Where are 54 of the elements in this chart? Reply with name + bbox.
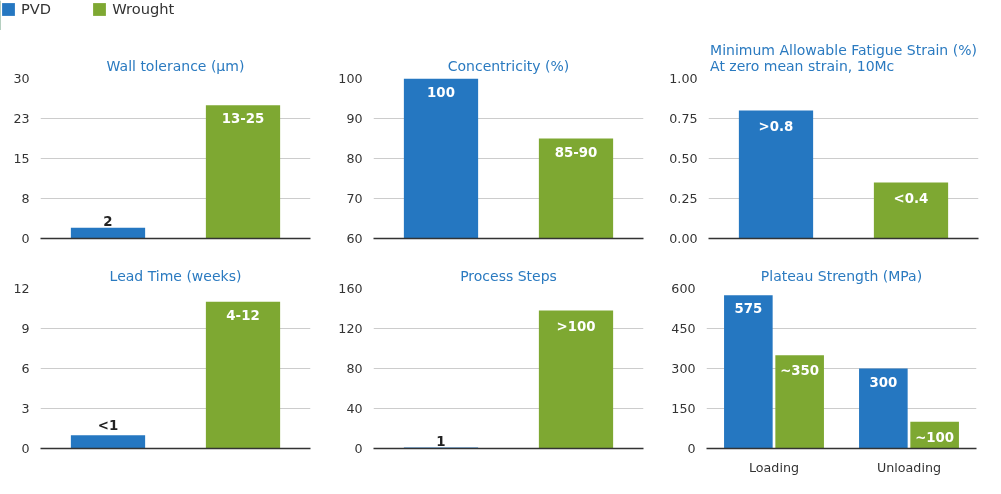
y-tick-label: 0 — [687, 441, 696, 456]
chart-title: Concentricity (%) — [447, 57, 570, 74]
y-tick-label: 160 — [338, 281, 363, 296]
data-label: <0.4 — [893, 190, 929, 206]
data-label: ~100 — [915, 429, 955, 445]
data-label: 575 — [734, 301, 763, 317]
data-label: >0.8 — [758, 118, 794, 134]
data-label: 300 — [869, 374, 898, 390]
y-tick-label: 40 — [346, 401, 363, 416]
data-label: 4-12 — [226, 307, 260, 323]
data-label: 85-90 — [554, 144, 598, 160]
y-tick-label: 600 — [671, 281, 696, 296]
y-tick-label: 0.50 — [669, 151, 698, 166]
y-tick-label: 150 — [671, 401, 696, 416]
x-tick-label: Loading — [749, 459, 799, 475]
y-tick-label: 3 — [21, 401, 30, 416]
y-tick-label: 80 — [346, 361, 363, 376]
legend-label: Wrought — [112, 0, 175, 17]
chart-title: Process Steps — [460, 267, 557, 284]
legend-label: PVD — [21, 0, 52, 17]
y-tick-label: 0 — [354, 441, 363, 456]
y-tick-label: 90 — [346, 111, 363, 126]
data-label: 13-25 — [221, 111, 265, 127]
y-tick-label: 0 — [21, 231, 30, 246]
data-label: ~350 — [780, 363, 820, 379]
chart-title: Wall tolerance (µm) — [106, 57, 245, 74]
y-tick-label: 0 — [21, 441, 30, 456]
chart-title: Minimum Allowable Fatigue Strain (%) At zero mean strain, 10Mc — [710, 41, 977, 74]
y-tick-label: 100 — [338, 71, 363, 86]
y-tick-label: 0.25 — [669, 191, 698, 206]
data-label: >100 — [556, 318, 596, 334]
data-label: 2 — [103, 213, 113, 229]
y-tick-label: 9 — [21, 321, 30, 336]
y-tick-label: 70 — [346, 191, 363, 206]
y-tick-label: 0.75 — [669, 111, 698, 126]
y-tick-label: 6 — [21, 361, 30, 376]
y-tick-label: 0.00 — [669, 231, 698, 246]
y-tick-label: 300 — [671, 361, 696, 376]
y-tick-label: 120 — [338, 321, 363, 336]
data-label: 100 — [427, 84, 455, 100]
y-tick-label: 30 — [13, 71, 30, 86]
y-tick-label: 15 — [13, 151, 30, 166]
y-tick-label: 12 — [13, 281, 30, 296]
y-tick-label: 450 — [671, 321, 696, 336]
data-label: 1 — [436, 433, 446, 449]
chart-title: Plateau Strength (MPa) — [760, 267, 923, 284]
data-label: <1 — [97, 418, 119, 434]
y-tick-label: 8 — [21, 191, 30, 206]
chart-title: Lead Time (weeks) — [109, 267, 242, 284]
y-tick-label: 80 — [346, 151, 363, 166]
y-tick-label: 23 — [13, 111, 30, 126]
y-tick-label: 1.00 — [669, 71, 698, 86]
y-tick-label: 60 — [346, 231, 363, 246]
x-tick-label: Unloading — [877, 459, 941, 475]
